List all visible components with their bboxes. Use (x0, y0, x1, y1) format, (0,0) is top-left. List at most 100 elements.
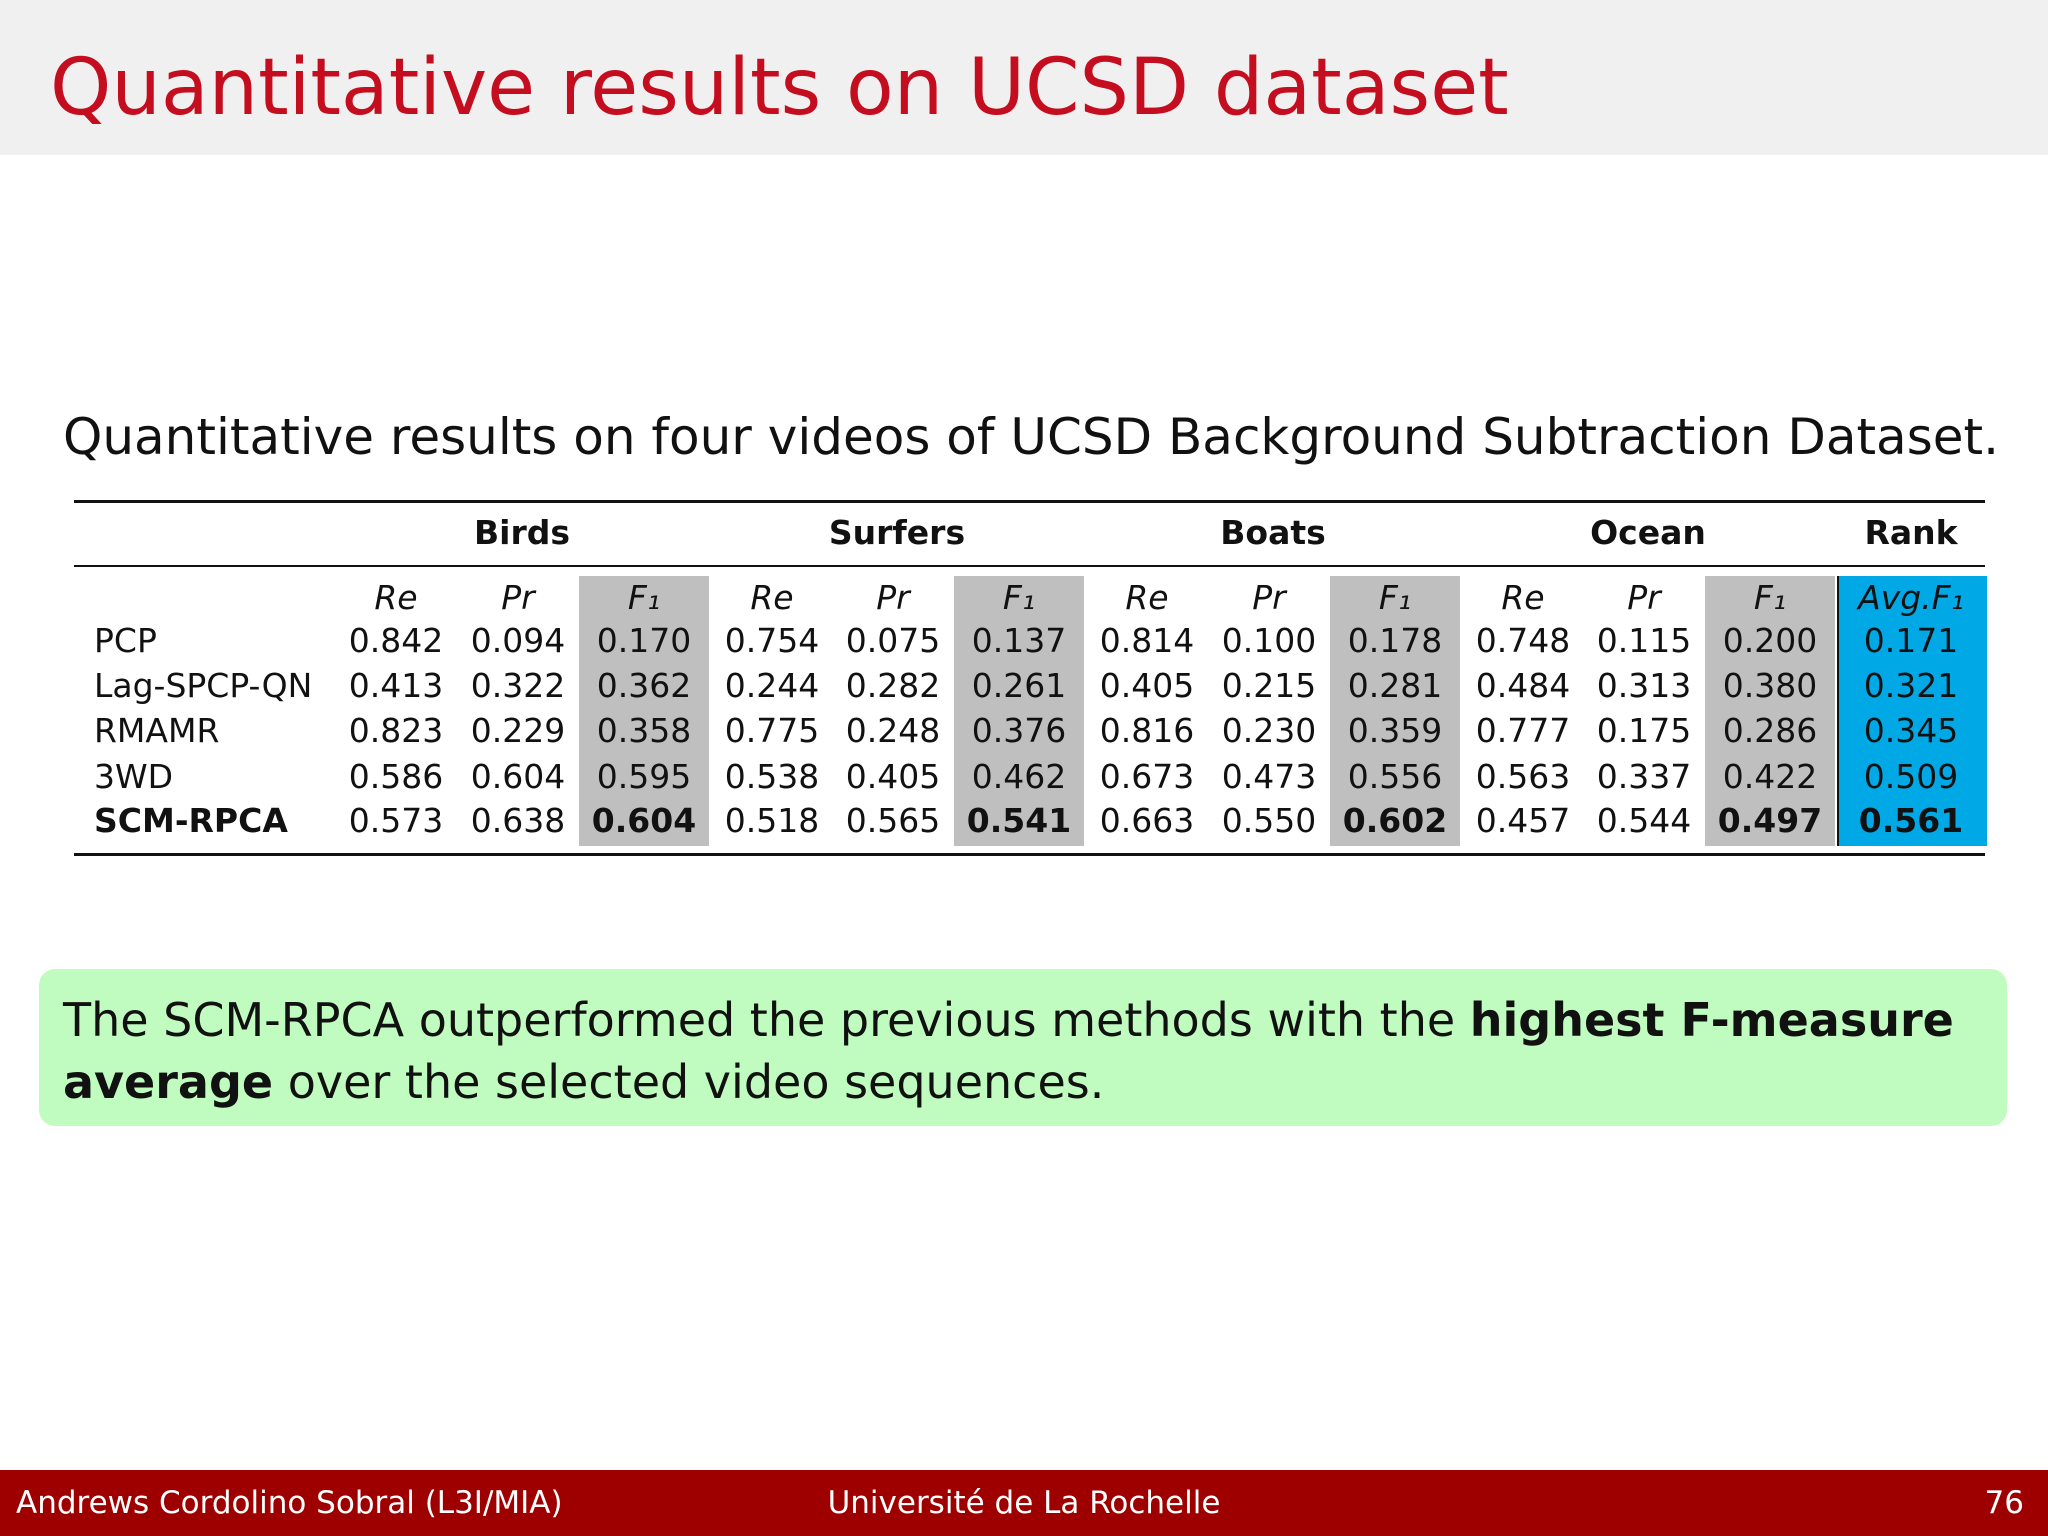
f1-column-shade (954, 576, 1084, 846)
table-cell: 0.538 (724, 757, 820, 796)
table-cell: 0.137 (971, 621, 1067, 660)
table-rule (74, 500, 1985, 503)
table-cell: 0.175 (1596, 711, 1692, 750)
table-cell: 0.509 (1863, 757, 1959, 796)
group-header: Birds (473, 513, 571, 552)
table-cell: 0.473 (1221, 757, 1317, 796)
table-rule (74, 565, 1985, 567)
row-name: RMAMR (94, 711, 220, 750)
table-cell: 0.244 (724, 666, 820, 705)
table-cell: 0.518 (724, 801, 820, 840)
table-cell: 0.362 (596, 666, 692, 705)
table-cell: 0.544 (1596, 801, 1692, 840)
footer: Andrews Cordolino Sobral (L3I/MIA) Unive… (0, 1470, 2048, 1536)
table-cell: 0.602 (1342, 801, 1448, 840)
table-cell: 0.094 (470, 621, 566, 660)
row-name: Lag-SPCP-QN (94, 666, 313, 705)
table-cell: 0.359 (1347, 711, 1443, 750)
table-cell: 0.638 (470, 801, 566, 840)
group-header: Boats (1220, 513, 1326, 552)
table-cell: 0.376 (971, 711, 1067, 750)
table-cell: 0.171 (1863, 621, 1959, 660)
group-header: Ocean (1590, 513, 1706, 552)
subheader: F₁ (1378, 578, 1412, 617)
table-cell: 0.586 (348, 757, 444, 796)
subheader: F₁ (1002, 578, 1036, 617)
table-cell: 0.313 (1596, 666, 1692, 705)
group-header: Surfers (828, 513, 966, 552)
footer-institution: Université de La Rochelle (827, 1485, 1221, 1521)
callout-text: highest F-measure average (63, 993, 1954, 1109)
table-cell: 0.248 (845, 711, 941, 750)
row-name: PCP (94, 621, 157, 660)
f1-column-shade (579, 576, 709, 846)
table-cell: 0.215 (1221, 666, 1317, 705)
callout-text: over the selected video sequences. (273, 1055, 1105, 1109)
subheader: Pr (1252, 578, 1286, 617)
subheader: Re (750, 578, 794, 617)
table-cell: 0.565 (845, 801, 941, 840)
row-name: SCM-RPCA (94, 801, 288, 840)
table-cell: 0.816 (1099, 711, 1195, 750)
table-rule (74, 853, 1985, 856)
f1-column-shade (1330, 576, 1460, 846)
table-cell: 0.337 (1596, 757, 1692, 796)
table-cell: 0.405 (1099, 666, 1195, 705)
table-cell: 0.775 (724, 711, 820, 750)
table-cell: 0.200 (1722, 621, 1818, 660)
table-cell: 0.754 (724, 621, 820, 660)
callout-text: The SCM-RPCA outperformed the previous m… (63, 993, 1470, 1047)
subheader: Pr (876, 578, 910, 617)
table-cell: 0.380 (1722, 666, 1818, 705)
table-cell: 0.541 (966, 801, 1072, 840)
footer-author: Andrews Cordolino Sobral (L3I/MIA) (16, 1485, 563, 1521)
table-cell: 0.484 (1475, 666, 1571, 705)
table-cell: 0.673 (1099, 757, 1195, 796)
table-cell: 0.497 (1717, 801, 1823, 840)
header-bar (0, 0, 2048, 155)
table-cell: 0.422 (1722, 757, 1818, 796)
table-cell: 0.178 (1347, 621, 1443, 660)
table-cell: 0.100 (1221, 621, 1317, 660)
table-cell: 0.823 (348, 711, 444, 750)
table-cell: 0.358 (596, 711, 692, 750)
table-cell: 0.230 (1221, 711, 1317, 750)
table-cell: 0.075 (845, 621, 941, 660)
table-cell: 0.322 (470, 666, 566, 705)
table-cell: 0.405 (845, 757, 941, 796)
row-name: 3WD (94, 757, 174, 796)
table-cell: 0.115 (1596, 621, 1692, 660)
table-cell: 0.556 (1347, 757, 1443, 796)
subheader: Re (1125, 578, 1169, 617)
table-cell: 0.814 (1099, 621, 1195, 660)
subheader: Re (1501, 578, 1545, 617)
table-cell: 0.229 (470, 711, 566, 750)
table-cell: 0.595 (596, 757, 692, 796)
table-cell: 0.286 (1722, 711, 1818, 750)
table-cell: 0.282 (845, 666, 941, 705)
rank-column-shade (1837, 576, 1987, 846)
footer-page: 76 (1984, 1485, 2024, 1521)
subheader: Pr (1627, 578, 1661, 617)
subheader: Re (374, 578, 418, 617)
table-cell: 0.550 (1221, 801, 1317, 840)
table-cell: 0.777 (1475, 711, 1571, 750)
table-cell: 0.563 (1475, 757, 1571, 796)
group-header: Rank (1864, 513, 1958, 552)
table-cell: 0.345 (1863, 711, 1959, 750)
subheader: F₁ (627, 578, 661, 617)
table-cell: 0.604 (591, 801, 697, 840)
caption: Quantitative results on four videos of U… (63, 408, 2000, 466)
table-cell: 0.261 (971, 666, 1067, 705)
f1-column-shade (1705, 576, 1835, 846)
table-cell: 0.281 (1347, 666, 1443, 705)
callout: The SCM-RPCA outperformed the previous m… (39, 969, 2007, 1126)
table-cell: 0.457 (1475, 801, 1571, 840)
table-cell: 0.561 (1858, 801, 1964, 840)
table-cell: 0.462 (971, 757, 1067, 796)
table-cell: 0.573 (348, 801, 444, 840)
table-cell: 0.748 (1475, 621, 1571, 660)
table-cell: 0.413 (348, 666, 444, 705)
subheader: Pr (501, 578, 535, 617)
table-cell: 0.321 (1863, 666, 1959, 705)
